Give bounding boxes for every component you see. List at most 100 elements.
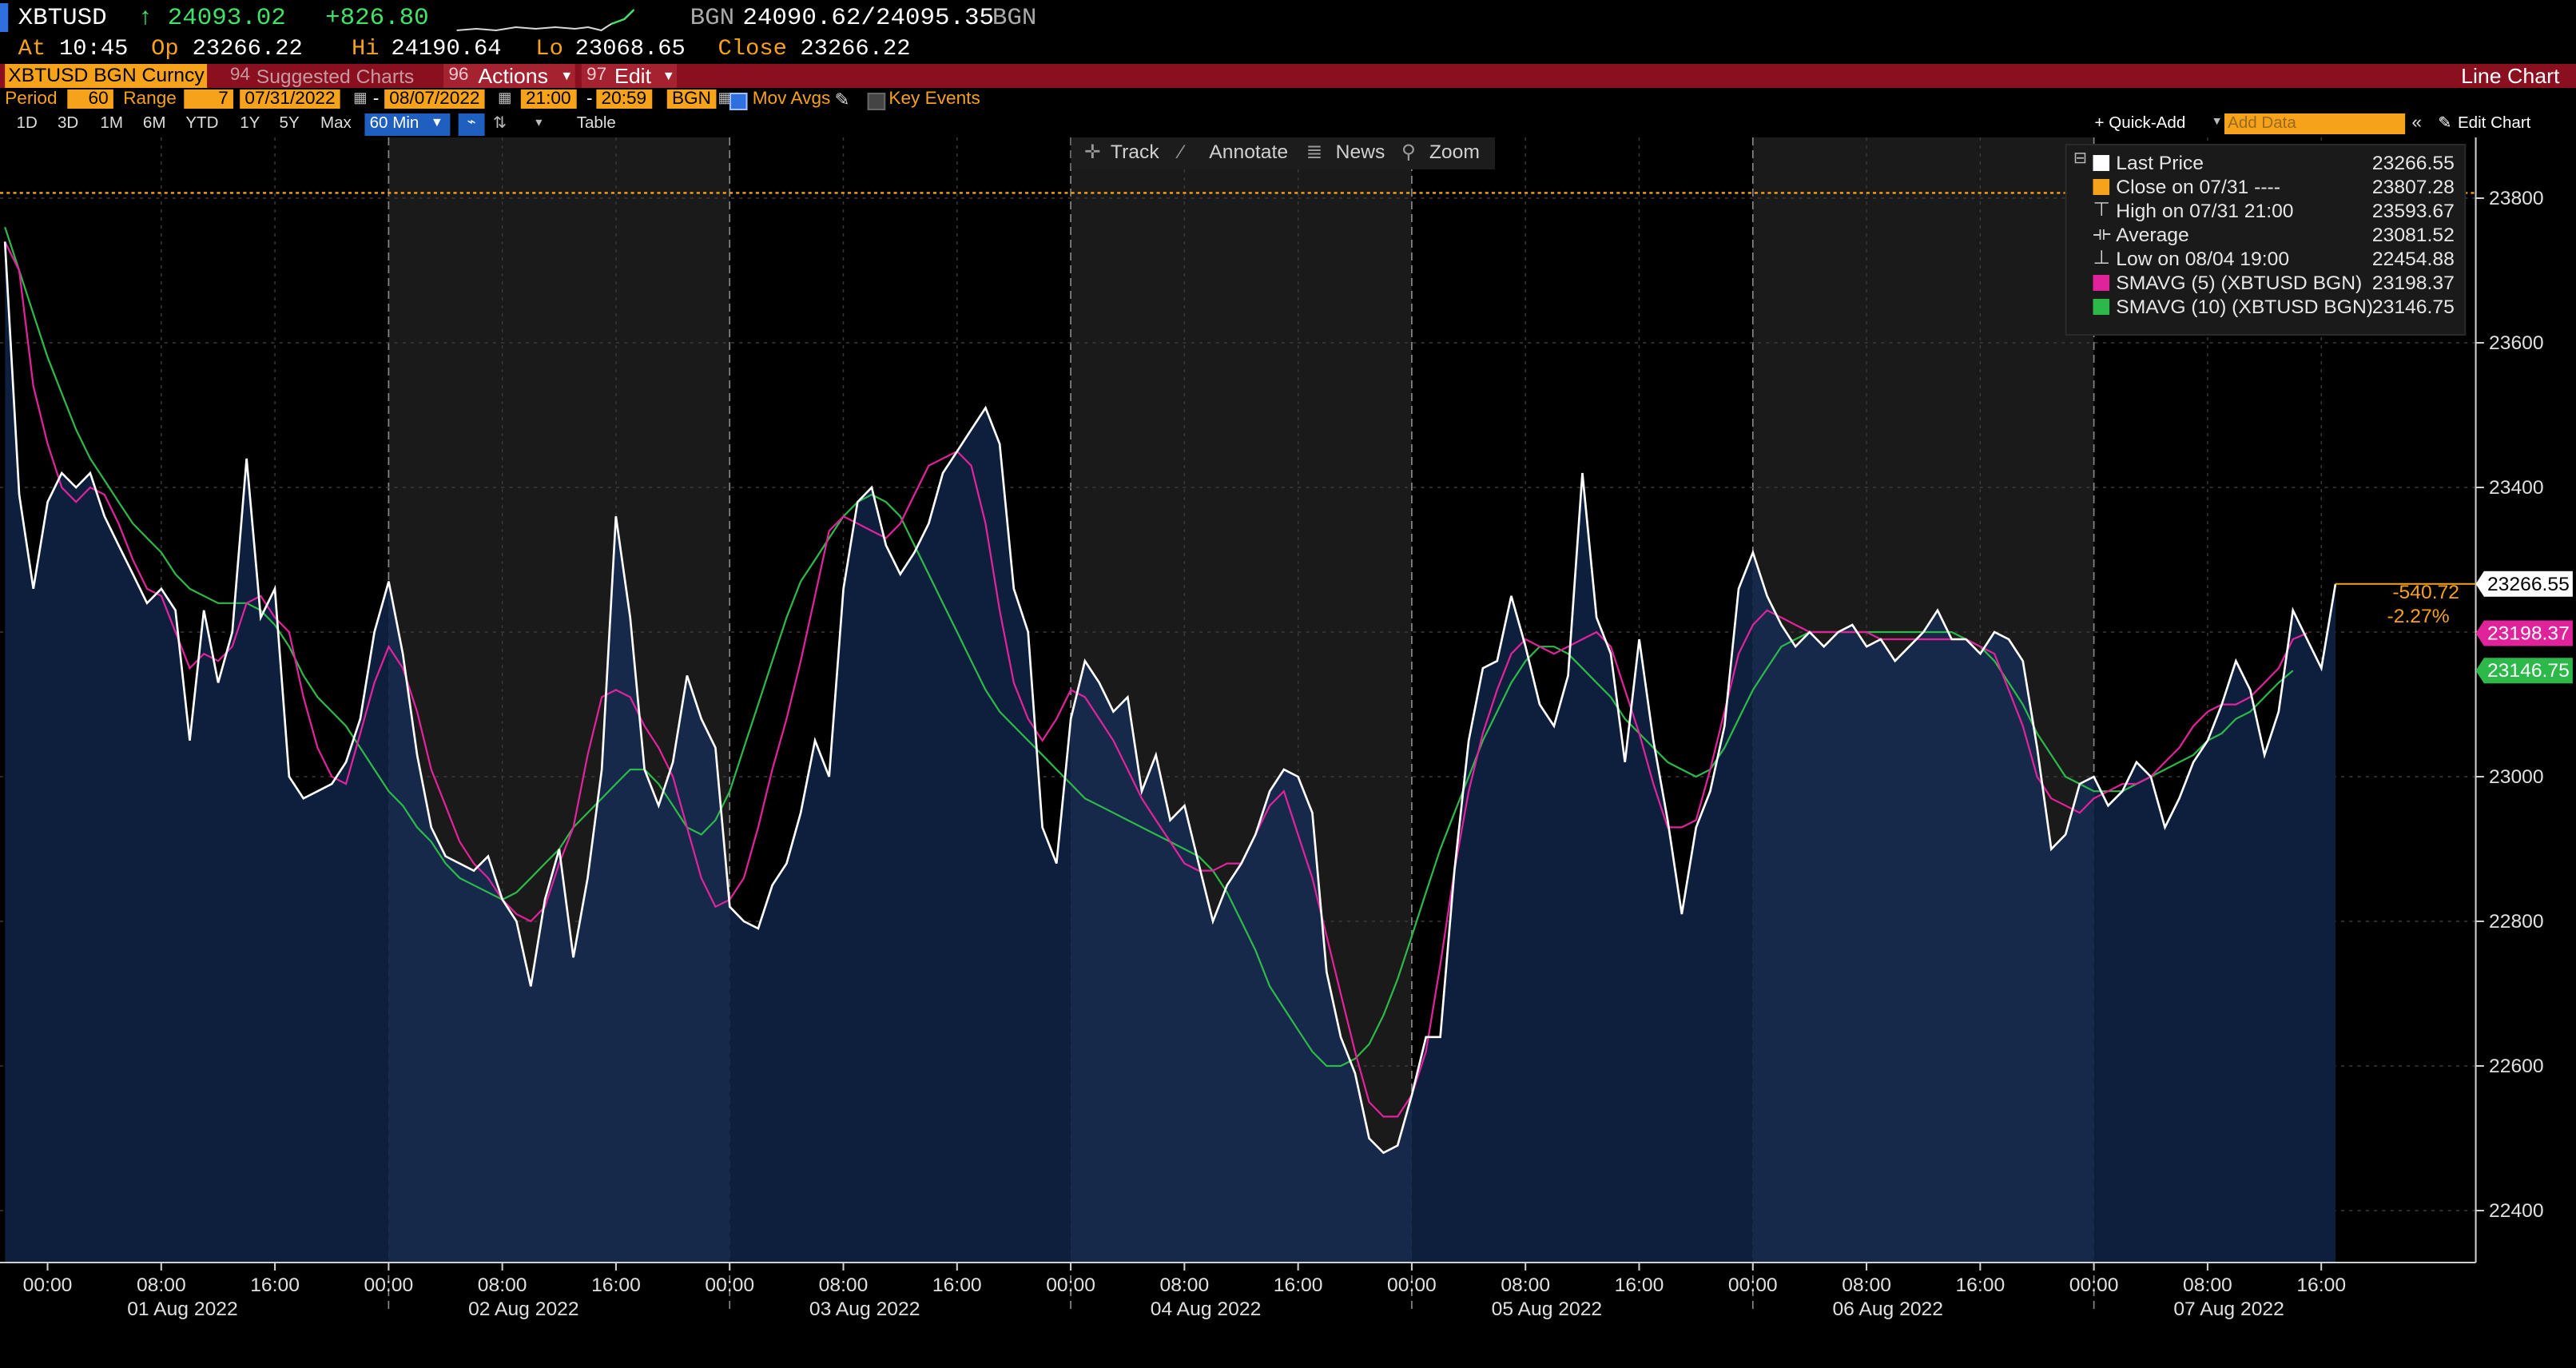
function-menu-bar: XBTUSD BGN Curncy 94 Suggested Charts 96…	[0, 64, 2576, 88]
line-style-icon[interactable]: ⌁	[458, 113, 485, 136]
x-tick-label: 08:00	[137, 1275, 186, 1296]
range-controls: Period 60 Range 7 07/31/2022 ▦ - 08/07/2…	[0, 89, 2576, 112]
y-tick-label: 23800	[2489, 188, 2544, 209]
calendar-icon[interactable]: ▦	[353, 89, 368, 105]
collapse-icon[interactable]: «	[2411, 113, 2422, 133]
start-date-field[interactable]: 07/31/2022	[240, 89, 340, 109]
chart-area[interactable]: 2240022600228002300023200234002360023800…	[0, 137, 2576, 1360]
legend-swatch	[2093, 155, 2110, 171]
quick-add-button[interactable]: + Quick-Add	[2094, 115, 2186, 133]
x-tick-label: 08:00	[2183, 1275, 2232, 1296]
quote-source-2: BGN	[992, 5, 1037, 32]
table-button[interactable]: Table	[576, 115, 616, 133]
news-button[interactable]: News	[1335, 141, 1385, 163]
source-field[interactable]: BGN	[666, 89, 717, 109]
range-5y[interactable]: 5Y	[279, 115, 300, 133]
x-tick-label: 08:00	[478, 1275, 527, 1296]
mov-avgs-checkbox[interactable]	[729, 93, 748, 110]
legend-label: SMAVG (10) (XBTUSD BGN)	[2116, 296, 2374, 318]
price-tags: -540.72 -2.27% 23266.55 23198.37 23146.75	[2335, 571, 2573, 684]
high-marker-icon: ⊤	[2093, 198, 2110, 221]
legend-row: SMAVG (5) (XBTUSD BGN) 23198.37	[2067, 272, 2461, 296]
sma10-line	[4, 226, 2294, 1068]
suggested-num: 94	[229, 66, 251, 85]
actions-menu-bg[interactable]	[443, 64, 575, 88]
security-field[interactable]: XBTUSD BGN Curncy	[5, 64, 208, 88]
period-field[interactable]: 60	[67, 89, 113, 109]
legend-toggle-icon[interactable]: ⊟	[2073, 150, 2088, 168]
zoom-icon[interactable]: ⚲	[1401, 141, 1416, 163]
interval-select[interactable]: 60 Min	[369, 115, 419, 133]
legend-label: Low on 08/04 19:00	[2116, 248, 2290, 270]
line-chart[interactable]: 2240022600228002300023200234002360023800…	[0, 137, 2576, 1360]
sma5-tag: 23198.37	[2487, 623, 2570, 645]
last-price: ↑ 24093.02	[137, 5, 286, 32]
add-data-input[interactable]: Add Data	[2224, 113, 2406, 134]
legend-value: 23146.75	[2371, 296, 2455, 318]
legend-value: 23593.67	[2371, 200, 2455, 222]
bar-style-icon[interactable]: ⇅	[492, 115, 507, 133]
quick-add-caret-icon: ▼	[2211, 117, 2223, 128]
edit-menu-bg[interactable]	[581, 64, 678, 88]
range-1y[interactable]: 1Y	[240, 115, 260, 133]
date-label: 06 Aug 2022	[1832, 1298, 1943, 1320]
edit-chart-pen-icon[interactable]: ✎	[2438, 115, 2452, 133]
zoom-button[interactable]: Zoom	[1429, 141, 1480, 163]
news-icon[interactable]: ≣	[1306, 141, 1323, 163]
range-3d[interactable]: 3D	[57, 115, 79, 133]
legend-swatch	[2093, 179, 2110, 195]
x-tick-label: 00:00	[1046, 1275, 1095, 1296]
suggested-charts-menu[interactable]: Suggested Charts	[256, 66, 415, 88]
pen-icon[interactable]: ✎	[834, 91, 850, 110]
legend: Last Price 23266.55 Close on 07/31 ---- 238…	[2065, 144, 2467, 336]
date-dash: -	[372, 89, 380, 109]
y-tick-label: 23000	[2489, 766, 2544, 788]
track-button[interactable]: Track	[1110, 141, 1159, 163]
quote-header: XBTUSD ↑ 24093.02 +826.80 BGN 24090.62/2…	[0, 0, 2576, 38]
date-label: 07 Aug 2022	[2173, 1298, 2284, 1320]
high-label: Hi	[352, 37, 380, 62]
sma5-line	[4, 241, 2308, 1118]
legend-label: Close on 07/31 ----	[2116, 176, 2280, 198]
annotate-icon[interactable]: ⁄	[1179, 141, 1183, 163]
close-label: Close	[718, 37, 787, 62]
high-value: 24190.64	[391, 37, 502, 62]
time-dash: -	[586, 89, 593, 109]
mov-avgs-label[interactable]: Mov Avgs	[752, 89, 831, 109]
end-date-field[interactable]: 08/07/2022	[384, 89, 485, 109]
interval-select-bg[interactable]	[364, 113, 451, 136]
actions-menu[interactable]: Actions	[478, 64, 549, 88]
range-6m[interactable]: 6M	[142, 115, 166, 133]
date-label: 04 Aug 2022	[1151, 1298, 1262, 1320]
range-max[interactable]: Max	[320, 115, 352, 133]
range-1d[interactable]: 1D	[16, 115, 38, 133]
track-icon[interactable]: ✛	[1084, 141, 1101, 163]
legend-label: Last Price	[2116, 152, 2204, 174]
close-value: 23266.22	[800, 37, 911, 62]
end-time-field[interactable]: 20:59	[596, 89, 652, 109]
legend-row: ⊤ High on 07/31 21:00 23593.67	[2067, 198, 2461, 224]
x-axis: 00:00 08:00 16:00 01 Aug 2022 00:00 08:00 16:0…	[0, 1262, 2476, 1320]
key-events-checkbox[interactable]	[867, 93, 886, 110]
edit-chart-button[interactable]: Edit Chart	[2457, 115, 2531, 133]
annotate-button[interactable]: Annotate	[1209, 141, 1289, 163]
open-label: Op	[151, 37, 179, 62]
key-events-label[interactable]: Key Events	[888, 89, 980, 109]
legend-label: SMAVG (5) (XBTUSD BGN)	[2116, 272, 2363, 294]
series-lines	[3, 226, 2337, 1155]
calendar-icon-2[interactable]: ▦	[498, 89, 512, 105]
source-dropdown-icon[interactable]: ▦	[718, 89, 733, 105]
style-caret-icon[interactable]: ▾	[535, 115, 543, 129]
interval-caret-icon: ▼	[430, 115, 443, 129]
legend-value: 22454.88	[2371, 248, 2455, 270]
range-field[interactable]: 7	[184, 89, 233, 109]
range-1m[interactable]: 1M	[100, 115, 124, 133]
range-buttons: 1D 3D 1M 6M YTD 1Y 5Y Max 60 Min ▼ ⌁ ⇅ ▾…	[0, 113, 2576, 136]
range-ytd[interactable]: YTD	[185, 115, 219, 133]
x-tick-label: 16:00	[1955, 1275, 2005, 1296]
avg-marker-icon: ⟛	[2093, 222, 2111, 245]
start-time-field[interactable]: 21:00	[520, 89, 576, 109]
edit-menu[interactable]: Edit	[614, 64, 652, 88]
y-tick-label: 23600	[2489, 332, 2544, 354]
ohlc-line: At 10:45 Op 23266.22 Hi 24190.64 Lo 2306…	[0, 35, 2576, 64]
